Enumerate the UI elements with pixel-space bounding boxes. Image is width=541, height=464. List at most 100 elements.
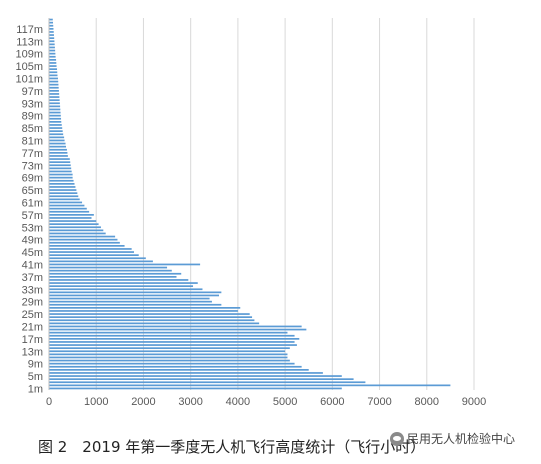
y-tick-label: 81m [22,135,43,147]
bar-99m [49,83,59,86]
bar-25m [49,313,250,315]
bar-70m [49,173,73,176]
bar-31m [49,294,219,297]
bar-6m [49,372,323,374]
bar-59m [49,207,87,210]
bar-112m [49,43,55,46]
bar-85m [49,127,63,129]
y-tick-label: 113m [16,36,43,48]
bar-18m [49,334,295,337]
x-tick-label: 4000 [226,396,250,408]
bar-108m [49,55,56,58]
y-tick-label: 41m [22,259,43,271]
bar-82m [49,136,65,139]
y-tick-label: 17m [22,334,43,346]
y-tick-label: 45m [22,247,43,259]
bar-38m [49,272,182,275]
bar-40m [49,266,168,269]
bars [49,18,451,390]
watermark-text: 民用无人机检验中心 [407,432,516,446]
bar-81m [49,139,65,142]
x-tick-label: 9000 [462,396,486,408]
bar-9m [49,362,295,365]
bar-22m [49,322,260,325]
y-tick-labels: 1m5m9m13m17m21m25m29m33m37m41m45m49m53m5… [15,24,43,396]
x-tick-label: 6000 [320,396,344,408]
bar-93m [49,102,60,105]
bar-117m [49,28,54,30]
bar-49m [49,238,118,241]
bar-92m [49,105,61,108]
bar-11m [49,356,288,359]
y-tick-label: 21m [22,321,43,333]
x-tick-label: 3000 [178,396,202,408]
bar-69m [49,176,73,179]
bar-86m [49,124,62,126]
bar-37m [49,276,177,278]
bar-3m [49,381,366,384]
y-tick-label: 1m [28,383,43,395]
gridlines [48,18,475,390]
bar-115m [49,34,54,36]
bar-77m [49,152,68,154]
bar-120m [49,18,53,21]
bar-43m [49,257,146,260]
bar-114m [49,37,55,40]
bar-50m [49,235,116,238]
y-tick-label: 13m [22,346,43,358]
bar-45m [49,251,134,253]
bar-62m [49,198,80,201]
bar-79m [49,145,66,148]
bar-52m [49,229,104,232]
bar-109m [49,52,56,55]
bar-54m [49,223,99,226]
y-tick-label: 65m [22,185,43,197]
bar-63m [49,195,79,198]
bar-65m [49,189,77,191]
bar-72m [49,167,72,170]
bar-35m [49,282,198,284]
x-tick-label: 8000 [415,396,439,408]
x-tick-labels: 0 1000 2000 3000 4000 5000 6000 7000 8000 9000 [46,396,486,408]
x-tick-label: 0 [46,396,52,408]
bar-61m [49,201,83,204]
bar-57m [49,214,94,216]
bar-47m [49,245,125,247]
bar-5m [49,375,342,377]
y-tick-label: 85m [22,123,43,135]
bar-95m [49,96,60,98]
bar-96m [49,93,60,95]
bar-33m [49,288,203,291]
y-tick-label: 89m [22,111,43,123]
bar-27m [49,307,241,309]
bar-58m [49,210,90,213]
bar-97m [49,90,59,92]
bar-71m [49,170,72,173]
bar-23m [49,319,255,322]
bar-94m [49,99,60,102]
bar-21m [49,325,302,328]
bar-78m [49,148,67,151]
bar-107m [49,59,57,61]
bar-67m [49,183,75,185]
bar-89m [49,114,61,117]
bar-84m [49,130,63,133]
bar-39m [49,269,172,272]
bar-106m [49,62,57,64]
y-tick-label: 105m [15,61,43,73]
bar-7m [49,369,309,371]
bar-13m [49,350,286,353]
bar-60m [49,204,85,207]
y-tick-label: 97m [22,86,43,98]
bar-29m [49,300,212,303]
bar-75m [49,158,70,160]
x-tick-label: 7000 [367,396,391,408]
bar-104m [49,68,58,71]
bar-56m [49,217,92,219]
y-tick-label: 29m [22,297,43,309]
bar-24m [49,316,253,319]
bar-48m [49,241,120,244]
bar-10m [49,359,290,362]
bar-28m [49,303,222,306]
y-tick-label: 37m [22,272,43,284]
